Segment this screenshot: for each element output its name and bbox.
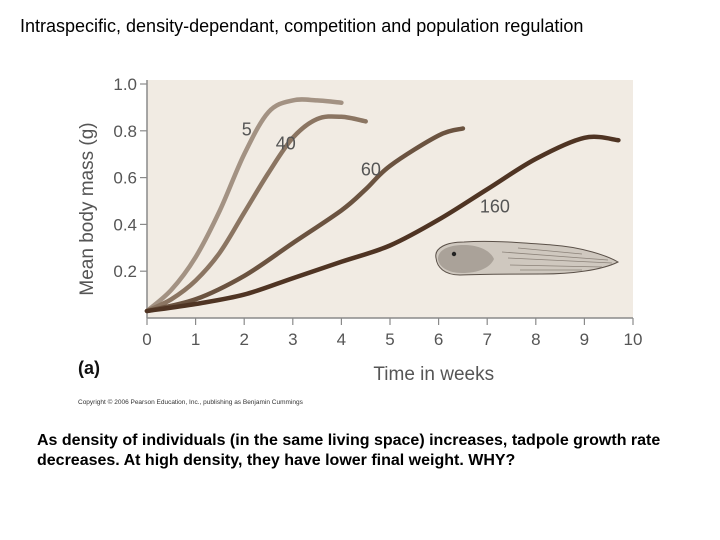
x-tick-label: 7: [482, 330, 491, 349]
axes: 0 1 2 3 4 5 6 7 8 9 10 0.2 0.4 0.6 0.8 1.0 Time in weeks…: [77, 75, 642, 385]
x-tick-label: 6: [434, 330, 443, 349]
y-tick-label: 0.2: [113, 262, 137, 281]
plot-background: [147, 80, 633, 318]
series-label-160: 160: [480, 197, 510, 217]
tadpole-illustration: [435, 240, 620, 276]
x-tick-label: 8: [531, 330, 540, 349]
series-label-60: 60: [361, 159, 381, 179]
y-tick-label: 1.0: [113, 75, 137, 94]
y-axis-title: Mean body mass (g): [77, 122, 98, 295]
y-tick-label: 0.8: [113, 122, 137, 141]
x-tick-label: 5: [385, 330, 394, 349]
series-line-160: [144, 134, 621, 314]
x-tick-label: 3: [288, 330, 297, 349]
tadpole-head-shading: [438, 245, 494, 273]
caption-text: As density of individuals (in the same l…: [37, 432, 661, 469]
series-label-5: 5: [242, 119, 252, 139]
x-tick-label: 2: [239, 330, 248, 349]
x-tick-label: 9: [580, 330, 589, 349]
chart-svg: 0 1 2 3 4 5 6 7 8 9 10 0.2 0.4 0.6 0.8 1.0 Time in weeks…: [77, 75, 642, 385]
x-tick-label: 10: [624, 330, 643, 349]
x-tick-label: 0: [142, 330, 151, 349]
tadpole-eye: [451, 251, 457, 257]
y-tick-label: 0.4: [113, 215, 137, 234]
series-label-40: 40: [276, 134, 296, 154]
series-line-40: [144, 114, 368, 314]
tadpole-tail-stripes: [501, 247, 613, 271]
x-tick-label: 1: [191, 330, 200, 349]
labels-layer: 5 40 60 160: [242, 119, 510, 216]
x-axis-title: Time in weeks: [373, 364, 494, 385]
series-line-5: [144, 97, 344, 314]
series-line-60: [144, 126, 466, 314]
y-tick-label: 0.6: [113, 169, 137, 188]
x-tick-label: 4: [337, 330, 346, 349]
slide-title: Intraspecific, density-dependant, compet…: [20, 16, 584, 36]
panel-label: (a): [78, 358, 100, 378]
copyright-note: Copyright © 2006 Pearson Education, Inc.…: [78, 399, 303, 406]
series-layer: [144, 97, 621, 314]
figure-panel: 0 1 2 3 4 5 6 7 8 9 10 0.2 0.4 0.6 0.8 1.0 Time in weeks…: [70, 66, 660, 416]
